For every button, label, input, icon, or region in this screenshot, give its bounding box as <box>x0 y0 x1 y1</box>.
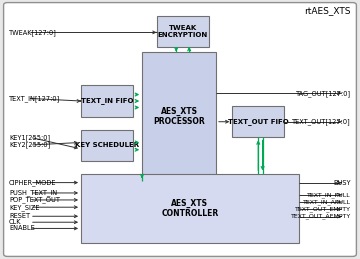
Bar <box>232 106 284 137</box>
Text: TWEAK
ENCRYPTION: TWEAK ENCRYPTION <box>158 25 208 38</box>
Text: ENABLE: ENABLE <box>9 225 35 232</box>
Text: CLK: CLK <box>9 219 22 225</box>
Text: AES_XTS
CONTROLLER: AES_XTS CONTROLLER <box>161 199 219 218</box>
Text: TEXT_IN_FULL: TEXT_IN_FULL <box>307 192 351 198</box>
Text: KEY SCHEDULER: KEY SCHEDULER <box>75 142 139 148</box>
Text: TWEAK[127:0]: TWEAK[127:0] <box>9 29 57 36</box>
Bar <box>142 52 216 181</box>
Text: TEXT_OUT[127:0]: TEXT_OUT[127:0] <box>292 118 351 125</box>
Bar <box>81 85 133 117</box>
Text: CIPHER_MODE: CIPHER_MODE <box>9 179 57 186</box>
Text: POP_TEXT_OUT: POP_TEXT_OUT <box>9 197 60 203</box>
Text: KEY_SIZE: KEY_SIZE <box>9 204 40 211</box>
Text: AES_XTS
PROCESSOR: AES_XTS PROCESSOR <box>153 107 205 126</box>
Text: PUSH_TEXT_IN: PUSH_TEXT_IN <box>9 190 57 196</box>
Text: TEXT_OUT_AEMPTY: TEXT_OUT_AEMPTY <box>291 214 351 219</box>
Text: TEXT_OUT FIFO: TEXT_OUT FIFO <box>228 118 289 125</box>
Text: TEXT_OUT_EMPTY: TEXT_OUT_EMPTY <box>295 206 351 212</box>
FancyBboxPatch shape <box>4 3 356 256</box>
Bar <box>81 130 133 161</box>
Text: TEXT_IN[127:0]: TEXT_IN[127:0] <box>9 95 60 102</box>
Bar <box>157 16 209 47</box>
Text: TEXT_IN_AFULL: TEXT_IN_AFULL <box>303 199 351 205</box>
Bar <box>81 174 299 243</box>
Text: TEXT_IN FIFO: TEXT_IN FIFO <box>81 98 133 104</box>
Text: TAG_OUT[127:0]: TAG_OUT[127:0] <box>296 90 351 97</box>
Text: rtAES_XTS: rtAES_XTS <box>305 6 351 16</box>
Text: BUSY: BUSY <box>333 179 351 186</box>
Text: KEY2[255:0]: KEY2[255:0] <box>9 142 50 148</box>
Text: RESET: RESET <box>9 213 30 219</box>
Text: KEY1[255:0]: KEY1[255:0] <box>9 134 50 141</box>
